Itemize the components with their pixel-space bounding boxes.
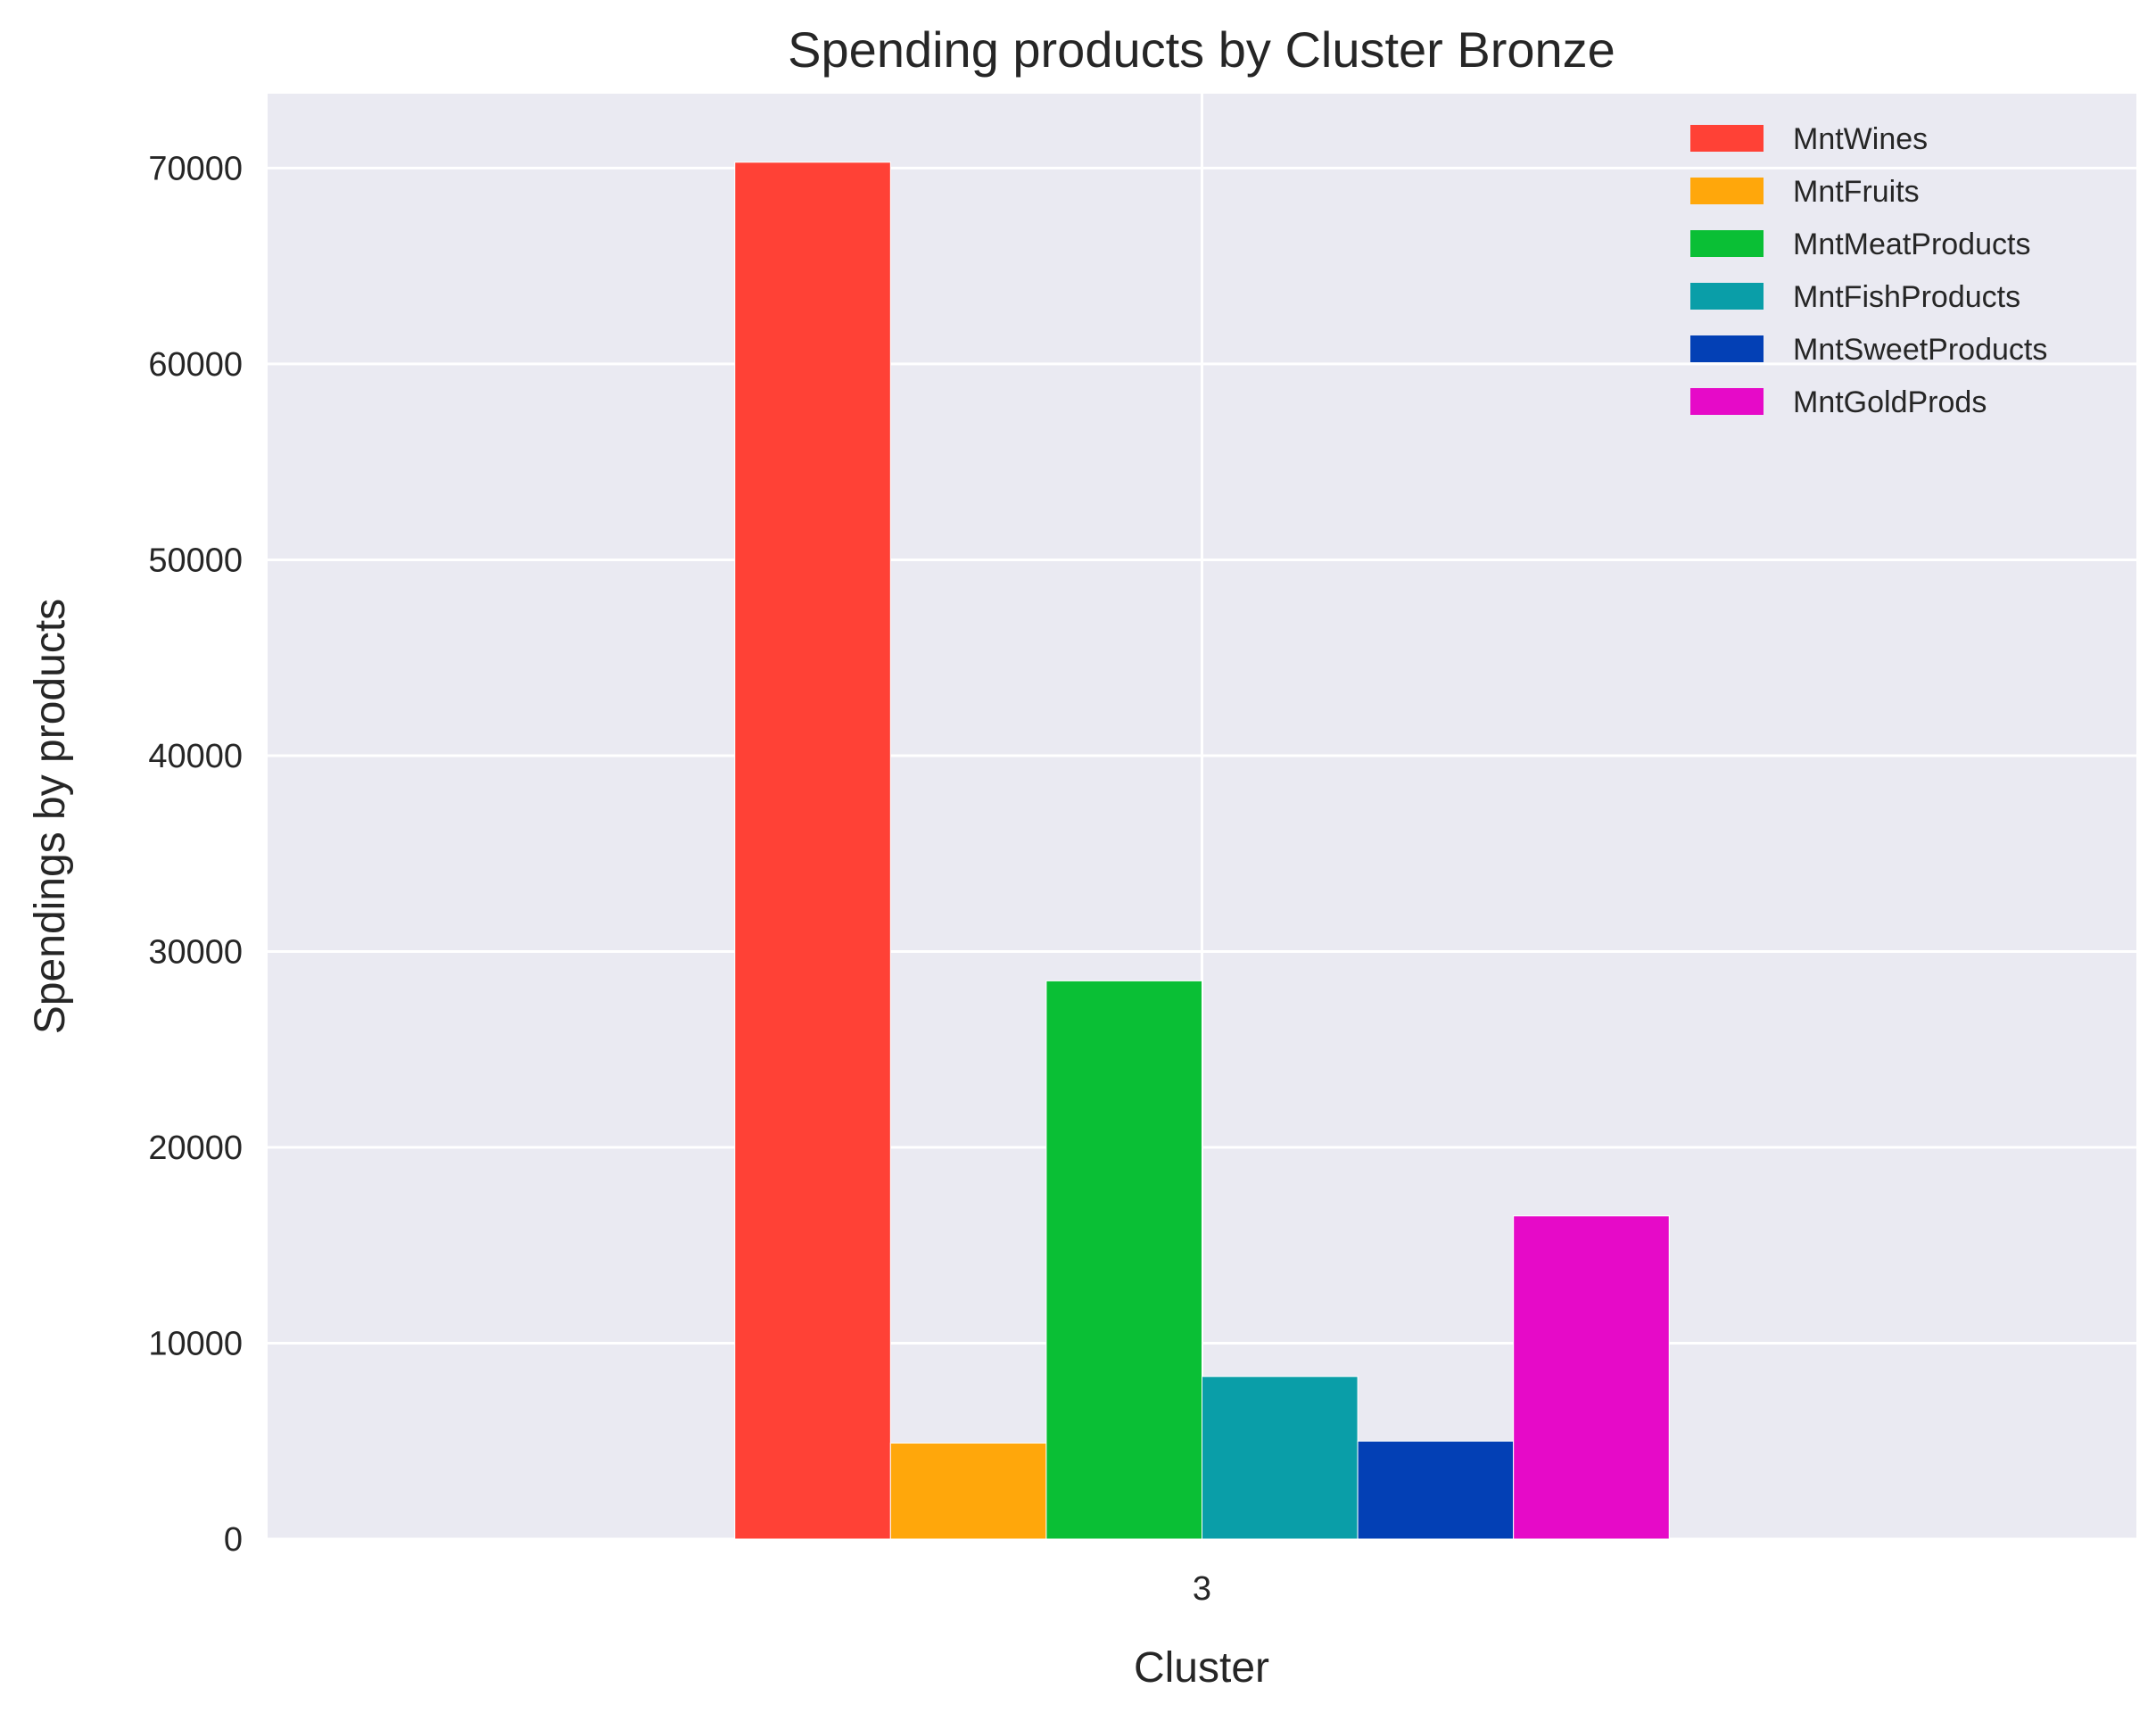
- legend-label-MntFishProducts: MntFishProducts: [1793, 280, 2020, 314]
- y-tick-label-7: 70000: [148, 150, 243, 187]
- bar-MntGoldProds: [1513, 1215, 1670, 1540]
- chart-title: Spending products by Cluster Bronze: [788, 21, 1615, 78]
- bar-MntSweetProducts: [1357, 1440, 1515, 1540]
- y-tick-label-4: 40000: [148, 738, 243, 775]
- legend-swatch-MntMeatProducts: [1690, 230, 1764, 257]
- y-tick-label-3: 30000: [148, 933, 243, 971]
- x-axis-ticks: 3: [1193, 1570, 1211, 1608]
- bar-MntFruits: [889, 1442, 1047, 1540]
- legend-label-MntFruits: MntFruits: [1793, 175, 1920, 209]
- y-axis-label: Spendings by products: [27, 599, 74, 1034]
- legend: MntWines MntFruits MntMeatProducts MntFishP…: [1690, 122, 2047, 419]
- legend-label-MntGoldProds: MntGoldProds: [1793, 385, 1987, 419]
- x-axis-label: Cluster: [1134, 1644, 1269, 1692]
- legend-label-MntWines: MntWines: [1793, 122, 1928, 156]
- y-tick-label-2: 20000: [148, 1130, 243, 1167]
- y-tick-label-0: 0: [224, 1521, 243, 1559]
- bars: [734, 161, 1670, 1540]
- y-axis-ticks: 0 10000 20000 30000 40000 50000 60000 70000: [148, 150, 243, 1559]
- legend-swatch-MntGoldProds: [1690, 388, 1764, 415]
- bar-MntMeatProducts: [1045, 980, 1202, 1540]
- legend-swatch-MntSweetProducts: [1690, 335, 1764, 362]
- legend-swatch-MntFishProducts: [1690, 283, 1764, 310]
- legend-label-MntMeatProducts: MntMeatProducts: [1793, 228, 2030, 261]
- legend-swatch-MntWines: [1690, 125, 1764, 152]
- y-tick-label-6: 60000: [148, 346, 243, 384]
- bar-MntWines: [734, 161, 891, 1540]
- y-tick-label-5: 50000: [148, 542, 243, 579]
- legend-swatch-MntFruits: [1690, 178, 1764, 204]
- y-tick-label-1: 10000: [148, 1325, 243, 1362]
- legend-label-MntSweetProducts: MntSweetProducts: [1793, 333, 2047, 367]
- x-tick-label-0: 3: [1193, 1570, 1211, 1608]
- bar-MntFishProducts: [1202, 1376, 1359, 1540]
